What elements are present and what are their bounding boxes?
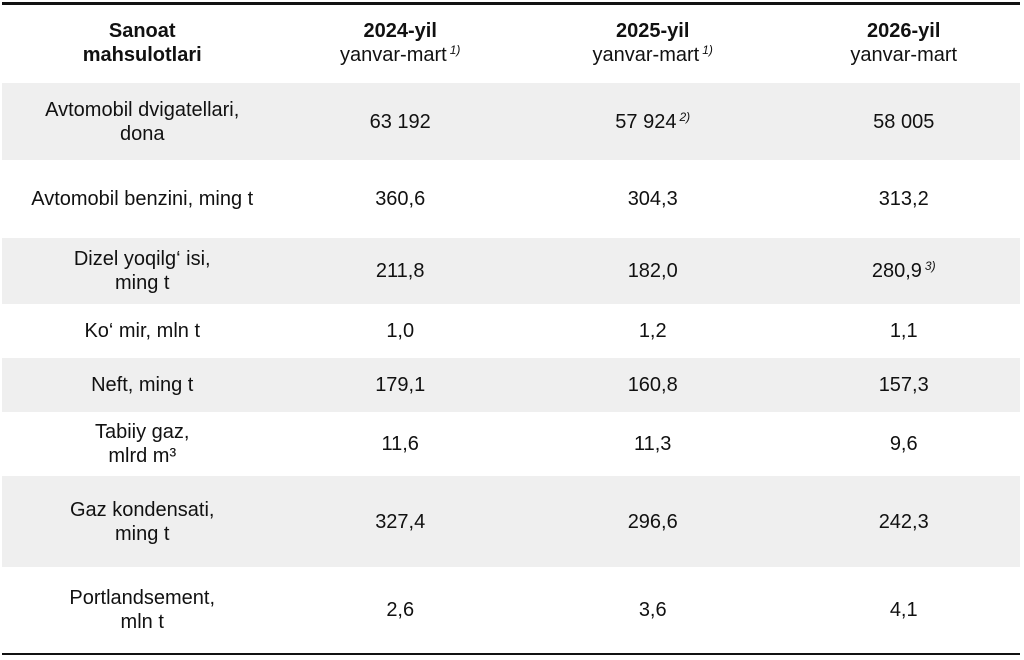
table-row: Avtomobil dvigatellari, dona 63 192 57 92… bbox=[2, 83, 1020, 160]
table-row: Portlandsement, mln t 2,6 3,6 4,1 bbox=[2, 567, 1020, 653]
header-2025-footnote: 1) bbox=[702, 43, 713, 57]
table-row: Tabiiy gaz, mlrd m³ 11,6 11,3 9,6 bbox=[2, 412, 1020, 476]
row-value-2025: 3,6 bbox=[638, 599, 667, 621]
header-2025-period: yanvar-mart 1) bbox=[592, 43, 713, 66]
row-value-2026: 157,3 bbox=[878, 374, 929, 396]
row-value-2026: 280,9 3) bbox=[871, 259, 936, 282]
table-row: Avtomobil benzini, ming t 360,6 304,3 31… bbox=[2, 160, 1020, 238]
row-value-2025: 57 924 2) bbox=[615, 109, 691, 133]
header-2025: 2025-yil yanvar-mart 1) bbox=[518, 19, 787, 67]
row-value-2025: 296,6 bbox=[627, 510, 678, 533]
table-top-rule bbox=[2, 2, 1020, 5]
table-header-row: Sanoat mahsulotlari 2024-yil yanvar-mart… bbox=[2, 5, 1020, 81]
row-value-2024: 360,6 bbox=[375, 188, 426, 210]
row-value-2026: 242,3 bbox=[878, 510, 929, 533]
row-product: Dizel yoqilg‘ isi, ming t bbox=[73, 248, 211, 294]
row-product: Neft, ming t bbox=[91, 374, 194, 396]
header-products-line1: Sanoat bbox=[108, 20, 176, 42]
row-product: Portlandsement, mln t bbox=[69, 587, 216, 633]
header-products: Sanoat mahsulotlari bbox=[2, 19, 282, 67]
row-value-2025: 1,2 bbox=[638, 320, 667, 342]
header-2024: 2024-yil yanvar-mart 1) bbox=[282, 19, 518, 67]
header-2026-period: yanvar-mart bbox=[850, 44, 958, 66]
row-value-2025: 304,3 bbox=[627, 188, 678, 210]
row-value-2026: 1,1 bbox=[889, 320, 918, 342]
row-product: Tabiiy gaz, mlrd m³ bbox=[94, 421, 190, 467]
header-2024-year: 2024-yil bbox=[363, 20, 437, 42]
row-value-2024: 63 192 bbox=[369, 110, 431, 133]
row-product: Avtomobil benzini, ming t bbox=[31, 188, 254, 210]
row-value-2025: 160,8 bbox=[627, 374, 678, 396]
row-value-2025: 182,0 bbox=[627, 260, 678, 282]
row-value-2024: 1,0 bbox=[386, 320, 415, 342]
table-bottom-rule bbox=[2, 653, 1020, 655]
row-value-2024: 179,1 bbox=[375, 374, 426, 396]
header-products-line2: mahsulotlari bbox=[82, 44, 202, 66]
table-row: Neft, ming t 179,1 160,8 157,3 bbox=[2, 358, 1020, 412]
header-2026: 2026-yil yanvar-mart bbox=[787, 19, 1020, 67]
footnote-mark: 2) bbox=[679, 109, 691, 124]
table-row: Ko‘ mir, mln t 1,0 1,2 1,1 bbox=[2, 304, 1020, 358]
row-value-2026: 9,6 bbox=[889, 433, 918, 455]
table-row: Gaz kondensati, ming t 327,4 296,6 242,3 bbox=[2, 476, 1020, 567]
header-2025-year: 2025-yil bbox=[616, 20, 690, 42]
row-value-2025: 11,3 bbox=[633, 433, 672, 455]
row-product: Ko‘ mir, mln t bbox=[84, 320, 201, 342]
row-value-2024: 211,8 bbox=[375, 260, 425, 282]
row-value-2026: 313,2 bbox=[878, 188, 929, 210]
header-2024-footnote: 1) bbox=[449, 43, 461, 57]
row-value-2024: 11,6 bbox=[381, 433, 419, 455]
row-product: Gaz kondensati, ming t bbox=[69, 498, 215, 545]
row-value-2024: 327,4 bbox=[375, 510, 426, 533]
table-row: Dizel yoqilg‘ isi, ming t 211,8 182,0 280… bbox=[2, 238, 1020, 304]
footnote-mark: 3) bbox=[924, 259, 936, 273]
row-value-2024: 2,6 bbox=[386, 599, 415, 621]
header-2026-year: 2026-yil bbox=[867, 20, 941, 42]
row-value-2026: 4,1 bbox=[889, 599, 918, 621]
row-product: Avtomobil dvigatellari, dona bbox=[45, 98, 240, 145]
header-2024-period: yanvar-mart 1) bbox=[340, 43, 461, 66]
row-value-2026: 58 005 bbox=[873, 110, 935, 133]
